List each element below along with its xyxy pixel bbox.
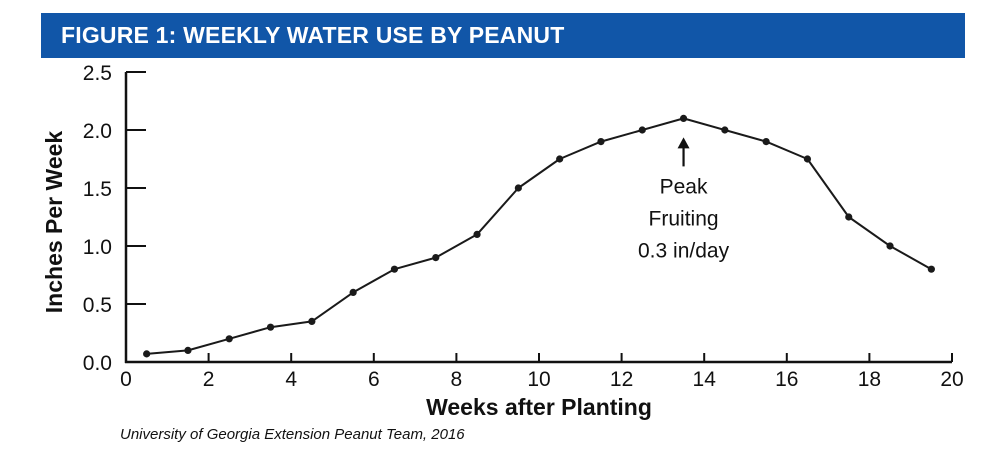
x-tick-label: 18: [858, 368, 881, 391]
x-tick-label: 14: [693, 368, 717, 391]
data-point: [638, 126, 646, 134]
y-axis-title: Inches Per Week: [41, 131, 67, 314]
tick-marks: [125, 71, 953, 363]
data-point: [556, 155, 564, 163]
data-point: [266, 323, 275, 331]
data-point: [184, 346, 192, 354]
data-point: [473, 230, 481, 238]
annotation-text: 0.3 in/day: [638, 239, 730, 262]
figure-banner: FIGURE 1: WEEKLY WATER USE BY PEANUT: [41, 13, 965, 58]
data-point: [886, 242, 894, 250]
x-tick-label: 6: [368, 368, 380, 391]
x-tick-label: 8: [451, 368, 463, 391]
x-tick-label: 2: [203, 368, 215, 391]
annotation-text: Fruiting: [649, 207, 719, 230]
x-tick-label: 10: [527, 368, 550, 391]
annotation: Peak Fruiting 0.3 in/day: [638, 137, 730, 262]
data-point: [679, 114, 688, 122]
x-tick-label: 0: [120, 368, 132, 391]
data-point: [845, 213, 853, 221]
data-point: [514, 184, 522, 192]
data-series: [143, 114, 935, 358]
x-tick-label: 4: [285, 368, 297, 391]
data-point: [597, 138, 605, 146]
data-point: [721, 126, 729, 134]
y-tick-label: 0.0: [83, 352, 112, 375]
data-point: [432, 254, 440, 262]
x-axis-title: Weeks after Planting: [426, 394, 652, 420]
figure-title: FIGURE 1: WEEKLY WATER USE BY PEANUT: [61, 22, 565, 48]
series-line: [146, 117, 932, 355]
x-tick-label: 12: [610, 368, 633, 391]
data-point: [225, 335, 233, 343]
data-point: [803, 155, 812, 163]
data-point: [927, 265, 935, 273]
source-credit: University of Georgia Extension Peanut T…: [120, 426, 465, 443]
data-point: [390, 265, 399, 273]
x-tick-label: 20: [940, 368, 963, 391]
x-tick-label: 16: [775, 368, 798, 391]
data-point: [143, 350, 151, 358]
y-tick-label: 2.5: [83, 62, 112, 85]
data-point: [308, 317, 316, 325]
data-point: [349, 288, 357, 296]
y-tick-label: 2.0: [83, 120, 112, 143]
annotation-arrow-head: [677, 137, 690, 149]
axes: [124, 72, 952, 364]
y-tick-label: 1.5: [83, 178, 112, 201]
y-tick-label: 1.0: [83, 236, 112, 259]
y-tick-label: 0.5: [83, 294, 112, 317]
annotation-text: Peak: [660, 175, 708, 198]
data-point: [762, 138, 770, 146]
tick-labels: 0 2 4 6 8 10 12 14 16 18 20 0.0 0.5 1.0 1.5 2.0 2.5: [83, 62, 964, 391]
